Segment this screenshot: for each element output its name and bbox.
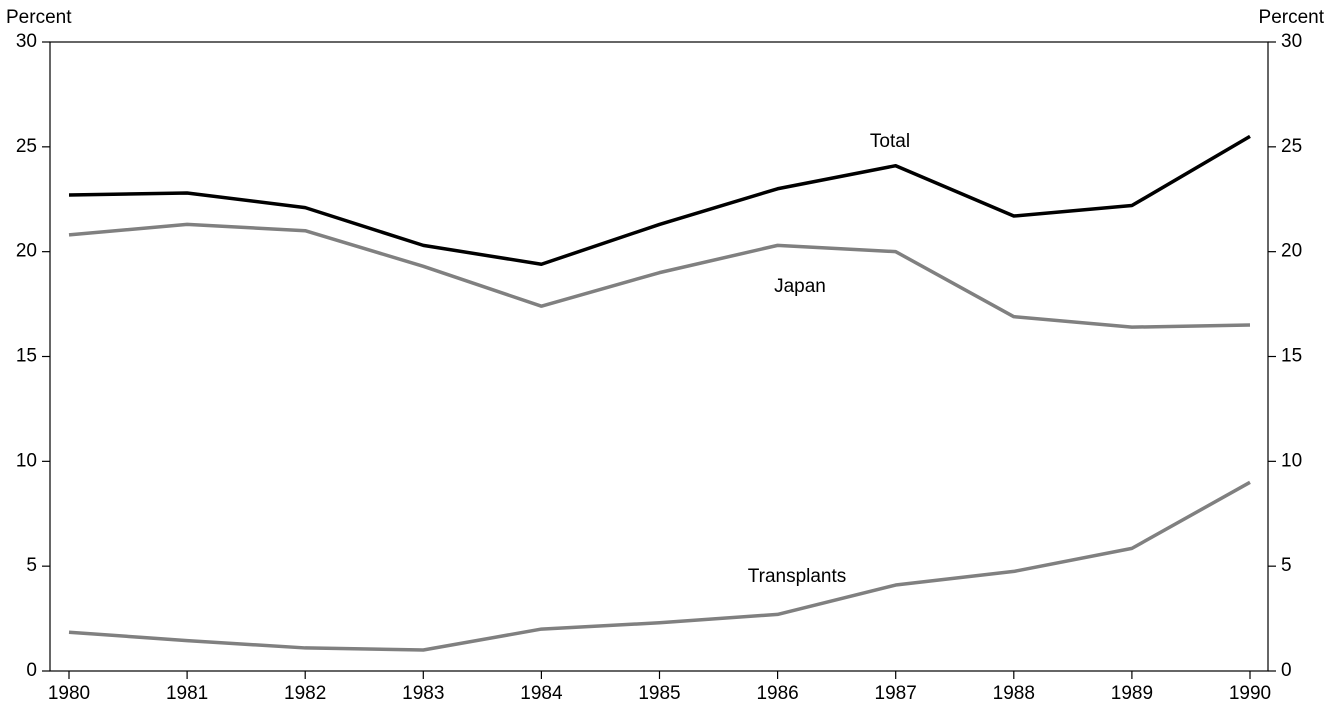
y-tick-label: 25	[16, 136, 37, 157]
x-tick-label: 1985	[638, 683, 680, 704]
y-tick-label: 30	[16, 31, 37, 52]
y2-tick-label: 15	[1281, 346, 1302, 367]
y-axis-label: Percent	[6, 7, 72, 28]
series-label: Total	[870, 131, 910, 152]
series-label: Transplants	[748, 566, 847, 587]
y2-tick-label: 20	[1281, 241, 1302, 262]
y2-tick-label: 10	[1281, 450, 1302, 471]
x-tick-label: 1987	[875, 683, 917, 704]
x-tick-label: 1984	[520, 683, 563, 704]
x-tick-label: 1980	[48, 683, 90, 704]
y2-tick-label: 5	[1281, 555, 1292, 576]
plot-frame	[49, 41, 1269, 672]
series-line	[68, 222, 1251, 329]
y2-axis-label: Percent	[1259, 7, 1325, 28]
series-label: Japan	[774, 276, 826, 297]
y-tick-label: 5	[26, 555, 37, 576]
y-tick-label: 0	[26, 660, 37, 681]
x-tick-label: 1983	[402, 683, 444, 704]
y-tick-label: 10	[16, 450, 37, 471]
x-tick-label: 1981	[166, 683, 208, 704]
series-line	[68, 134, 1251, 266]
y2-tick-label: 30	[1281, 31, 1302, 52]
y-tick-label: 15	[16, 346, 37, 367]
x-tick-label: 1986	[756, 683, 798, 704]
y2-tick-label: 0	[1281, 660, 1292, 681]
x-tick-label: 1990	[1229, 683, 1271, 704]
x-tick-label: 1988	[993, 683, 1035, 704]
x-tick-label: 1982	[284, 683, 326, 704]
y2-tick-label: 25	[1281, 136, 1302, 157]
x-tick-label: 1989	[1111, 683, 1153, 704]
y-tick-label: 20	[16, 241, 37, 262]
series-line	[68, 480, 1251, 652]
